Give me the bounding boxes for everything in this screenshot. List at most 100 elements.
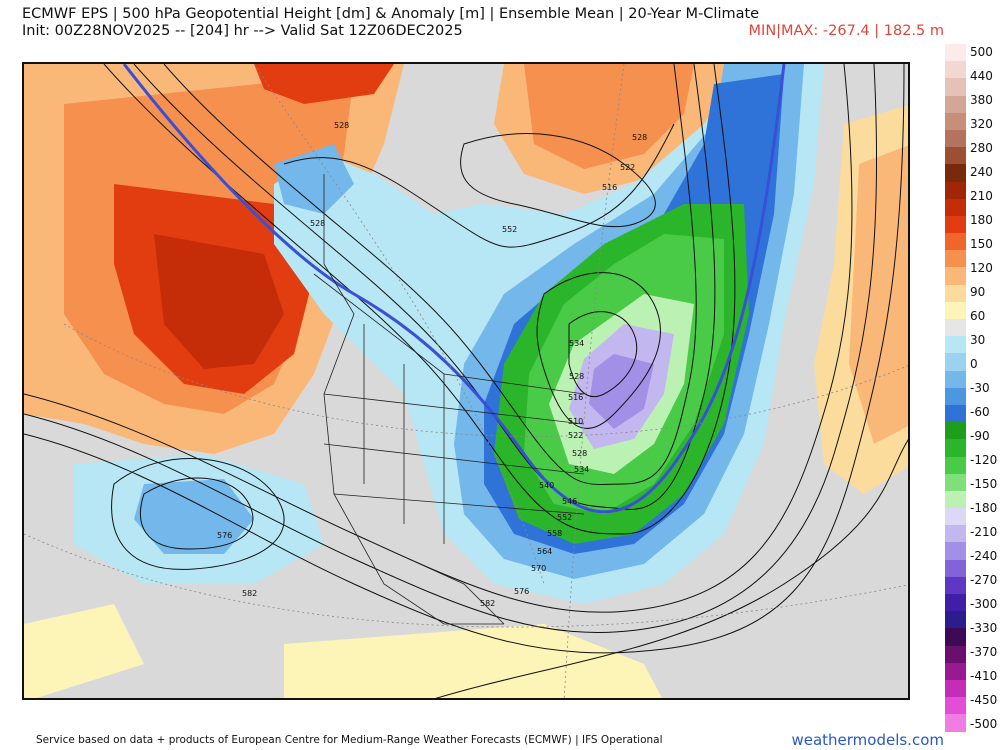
colorbar-label: 210 bbox=[970, 189, 993, 203]
colorbar-swatch bbox=[945, 628, 966, 646]
min-max-readout: MIN|MAX: -267.4 | 182.5 m bbox=[748, 23, 944, 39]
colorbar-swatch bbox=[945, 147, 966, 165]
contour-label: 546 bbox=[562, 497, 577, 506]
colorbar-label: 240 bbox=[970, 165, 993, 179]
contour-labels: 528 528 522 516 528 552 534 528 516 510 … bbox=[217, 121, 647, 608]
contour-label: 528 bbox=[572, 449, 587, 458]
colorbar-label: -410 bbox=[970, 669, 998, 683]
colorbar-label: -30 bbox=[970, 381, 990, 395]
contour-label: 522 bbox=[620, 163, 635, 172]
contour-label: 534 bbox=[569, 339, 584, 348]
colorbar-swatch bbox=[945, 594, 966, 612]
contour-label: 552 bbox=[557, 513, 572, 522]
colorbar-swatch bbox=[945, 679, 966, 698]
colorbar-swatch bbox=[945, 301, 966, 319]
colorbar-label: -120 bbox=[970, 453, 998, 467]
anomaly-colorbar bbox=[945, 44, 966, 732]
highlight-contour-552 bbox=[122, 64, 786, 514]
colorbar-label: 60 bbox=[970, 309, 986, 323]
political-boundaries bbox=[313, 174, 585, 625]
colorbar-label: -450 bbox=[970, 693, 998, 707]
colorbar-swatch bbox=[945, 95, 966, 113]
colorbar-swatch bbox=[945, 387, 966, 405]
colorbar-label: -500 bbox=[970, 717, 998, 731]
colorbar-swatch bbox=[945, 542, 966, 560]
contour-label: 528 bbox=[334, 121, 349, 130]
colorbar-swatch bbox=[945, 198, 966, 216]
colorbar-label: -240 bbox=[970, 549, 998, 563]
contour-label: 540 bbox=[539, 481, 554, 490]
height-contours bbox=[24, 64, 908, 698]
negative-anomaly-trough bbox=[74, 64, 824, 604]
contour-label: 552 bbox=[502, 225, 517, 234]
colorbar-label: 180 bbox=[970, 213, 993, 227]
contour-label: 582 bbox=[242, 589, 257, 598]
colorbar-label: -300 bbox=[970, 597, 998, 611]
colorbar-label: -150 bbox=[970, 477, 998, 491]
colorbar-label: -330 bbox=[970, 621, 998, 635]
colorbar-label: -180 bbox=[970, 501, 998, 515]
contour-label: 582 bbox=[480, 599, 495, 608]
data-credit: Service based on data + products of Euro… bbox=[36, 734, 663, 746]
contour-label: 528 bbox=[569, 372, 584, 381]
colorbar-swatch bbox=[945, 404, 966, 423]
colorbar-label: 280 bbox=[970, 141, 993, 155]
colorbar-swatch bbox=[945, 112, 966, 130]
lat-lon-grid bbox=[24, 64, 908, 698]
colorbar-swatch bbox=[945, 233, 966, 251]
contour-label: 558 bbox=[547, 529, 562, 538]
colorbar-swatch bbox=[945, 78, 966, 96]
colorbar-label: -90 bbox=[970, 429, 990, 443]
colorbar-swatch bbox=[945, 611, 966, 629]
colorbar-swatch bbox=[945, 129, 966, 148]
colorbar-swatch bbox=[945, 697, 966, 715]
contour-label: 528 bbox=[310, 219, 325, 228]
contour-label: 534 bbox=[574, 465, 589, 474]
colorbar-swatch bbox=[945, 559, 966, 577]
colorbar-swatch bbox=[945, 319, 966, 337]
colorbar-label: -60 bbox=[970, 405, 990, 419]
colorbar-label: 150 bbox=[970, 237, 993, 251]
colorbar-label: -370 bbox=[970, 645, 998, 659]
colorbar-swatch bbox=[945, 267, 966, 285]
contour-label: 522 bbox=[568, 431, 583, 440]
brand-link[interactable]: weathermodels.com bbox=[791, 731, 944, 749]
colorbar-swatch bbox=[945, 284, 966, 302]
contour-label: 564 bbox=[537, 547, 552, 556]
anomaly-map: 528 528 522 516 528 552 534 528 516 510 … bbox=[22, 62, 910, 700]
colorbar-swatch bbox=[945, 508, 966, 526]
chart-subtitle: Init: 00Z28NOV2025 -- [204] hr --> Valid… bbox=[22, 23, 463, 39]
colorbar-swatch bbox=[945, 250, 966, 268]
colorbar-swatch bbox=[945, 181, 966, 199]
contour-label: 516 bbox=[568, 393, 583, 402]
colorbar-label: 90 bbox=[970, 285, 986, 299]
colorbar-swatch bbox=[945, 439, 966, 457]
colorbar-swatch bbox=[945, 490, 966, 509]
colorbar-swatch bbox=[945, 336, 966, 354]
colorbar-swatch bbox=[945, 714, 966, 732]
contour-label: 528 bbox=[632, 133, 647, 142]
colorbar-swatch bbox=[945, 215, 966, 234]
contour-label: 570 bbox=[531, 564, 546, 573]
colorbar-label: -270 bbox=[970, 573, 998, 587]
colorbar-swatch bbox=[945, 645, 966, 663]
colorbar-swatch bbox=[945, 353, 966, 371]
contour-label: 510 bbox=[568, 417, 583, 426]
colorbar-swatch bbox=[945, 662, 966, 680]
contour-label: 576 bbox=[514, 587, 529, 596]
chart-title: ECMWF EPS | 500 hPa Geopotential Height … bbox=[22, 6, 760, 22]
colorbar-swatch bbox=[945, 525, 966, 543]
colorbar-swatch bbox=[945, 44, 966, 62]
colorbar-swatch bbox=[945, 164, 966, 182]
colorbar-swatch bbox=[945, 473, 966, 491]
contour-label: 576 bbox=[217, 531, 232, 540]
colorbar-swatch bbox=[945, 422, 966, 440]
colorbar-label: 320 bbox=[970, 117, 993, 131]
contour-label: 516 bbox=[602, 183, 617, 192]
colorbar-label: -210 bbox=[970, 525, 998, 539]
colorbar-swatch bbox=[945, 370, 966, 388]
colorbar-label: 380 bbox=[970, 93, 993, 107]
colorbar-label: 440 bbox=[970, 69, 993, 83]
colorbar-swatch bbox=[945, 576, 966, 594]
colorbar-label: 120 bbox=[970, 261, 993, 275]
